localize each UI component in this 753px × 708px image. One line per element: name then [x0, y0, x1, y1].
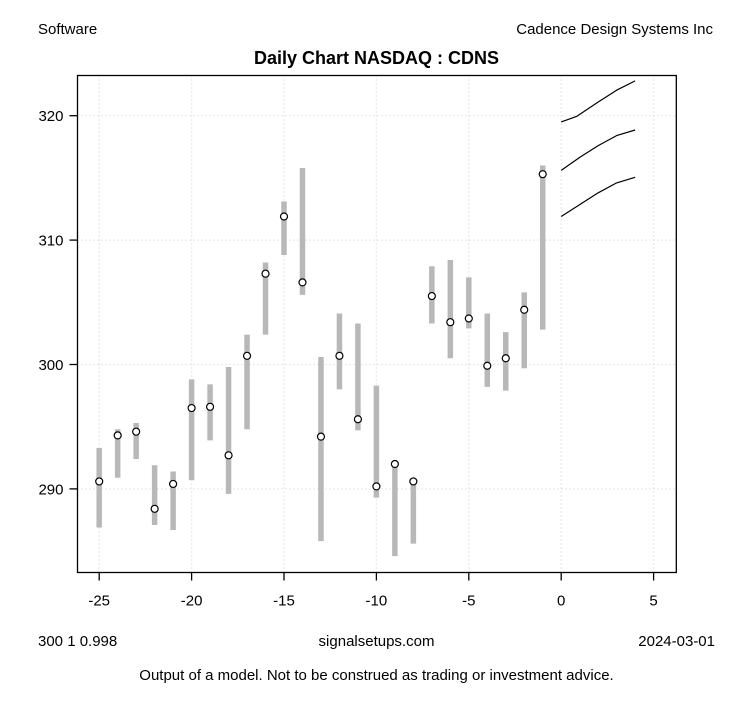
close-marker	[132, 427, 141, 436]
close-marker	[520, 305, 529, 314]
model-params-label: 300 1 0.998	[38, 633, 118, 650]
close-marker	[113, 431, 122, 440]
x-tick-label: -5	[462, 593, 475, 610]
forecast-curve-lower	[560, 176, 636, 218]
y-tick-label: 310	[38, 233, 63, 250]
close-marker	[353, 415, 363, 424]
website-label: signalsetups.com	[318, 633, 435, 650]
disclaimer-text: Output of a model. Not to be construed a…	[139, 667, 614, 684]
close-marker	[187, 403, 196, 413]
x-tick-label: -20	[181, 593, 203, 610]
x-tick-label: -25	[88, 593, 110, 610]
sector-label: Software	[38, 21, 98, 38]
close-marker	[205, 402, 215, 411]
forecast-curve-upper	[560, 80, 636, 123]
x-tick-label: 0	[557, 593, 565, 610]
close-marker	[501, 354, 510, 363]
company-name-label: Cadence Design Systems Inc	[516, 21, 713, 38]
close-marker	[372, 482, 381, 491]
close-marker	[95, 477, 104, 486]
chart-date-label: 2024-03-01	[638, 633, 715, 650]
chart-title: Daily Chart NASDAQ : CDNS	[253, 48, 500, 68]
close-marker	[409, 477, 418, 486]
close-marker	[483, 361, 492, 370]
x-tick-label: 5	[649, 593, 657, 610]
x-tick-label: -15	[273, 593, 295, 610]
daily-price-chart: 290 300 310 320 -25 -20 -15 -10 -5 0 5	[38, 74, 677, 610]
plot-border	[76, 74, 677, 574]
y-tick-label: 290	[38, 481, 63, 498]
close-marker	[538, 170, 547, 179]
close-marker	[242, 351, 252, 360]
close-marker	[261, 269, 270, 278]
y-tick-label: 320	[38, 108, 63, 125]
close-marker	[224, 451, 233, 460]
close-marker	[446, 318, 455, 327]
close-marker	[427, 291, 436, 301]
close-marker	[150, 504, 159, 513]
close-marker	[279, 212, 289, 221]
close-marker	[316, 432, 326, 441]
forecast-curve-middle	[560, 129, 636, 171]
close-marker	[169, 479, 178, 489]
close-marker	[464, 314, 473, 323]
close-marker	[390, 459, 399, 469]
y-tick-label: 300	[38, 357, 63, 374]
close-marker	[335, 351, 344, 360]
close-marker	[298, 278, 307, 287]
x-tick-label: -10	[366, 593, 388, 610]
